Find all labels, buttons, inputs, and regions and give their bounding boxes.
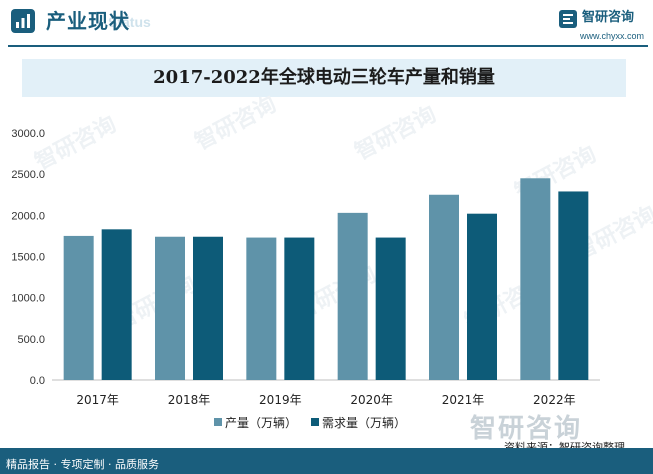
chart-title-band: 2017-2022年全球电动三轮车产量和销量 (22, 59, 626, 97)
y-tick-label: 1000.0 (11, 293, 45, 305)
chart-title: 2017-2022年全球电动三轮车产量和销量 (153, 67, 495, 88)
bar (284, 237, 315, 380)
section-title: 产业现状 (46, 9, 130, 33)
brand-block: 智研咨询 www.chyxx.com (558, 8, 648, 44)
x-tick-label: 2017年 (76, 393, 119, 407)
watermark-text: 智研咨询 (31, 111, 121, 175)
bar (155, 236, 185, 380)
watermark-text: 智研咨询 (351, 101, 441, 165)
y-tick-label: 0.0 (30, 375, 45, 387)
footer-bar: 精品报告 · 专项定制 · 品质服务 (0, 448, 653, 474)
brand-url[interactable]: www.chyxx.com (580, 31, 645, 41)
chart-board-icon (11, 9, 35, 33)
bar (429, 194, 459, 380)
x-tick-label: 2021年 (442, 393, 485, 407)
watermark-text: 智研咨询 (191, 91, 281, 155)
legend-swatch (311, 418, 319, 426)
bar (101, 229, 132, 380)
axis-layer: 0.0 500.0 1000.0 1500.0 2000.0 2500.0 3000.0 20… (11, 128, 600, 407)
x-tick-label: 2020年 (350, 393, 393, 407)
header-divider (8, 45, 648, 47)
bar (375, 237, 406, 380)
legend-swatch (214, 418, 222, 426)
bar (467, 213, 497, 380)
footer-slogan: 精品报告 · 专项定制 · 品质服务 (6, 458, 159, 471)
zhiyan-logo-icon (559, 10, 577, 28)
bar (337, 212, 368, 380)
bar-layer (63, 178, 589, 380)
legend-label: 需求量（万辆） (322, 416, 406, 430)
x-tick-label: 2022年 (533, 393, 576, 407)
legend-layer: 产量（万辆） 需求量（万辆） (214, 416, 406, 430)
bar (193, 236, 223, 380)
bar (246, 237, 277, 380)
bar (520, 178, 551, 380)
y-tick-label: 2500.0 (11, 169, 45, 181)
x-tick-label: 2019年 (259, 393, 302, 407)
y-tick-label: 500.0 (17, 334, 45, 346)
bar (63, 235, 94, 380)
y-tick-label: 2000.0 (11, 210, 45, 222)
header-watermark: Status (108, 14, 151, 30)
x-tick-label: 2018年 (168, 393, 211, 407)
brand-name: 智研咨询 (582, 10, 635, 25)
bar (558, 191, 589, 380)
y-tick-label: 3000.0 (11, 128, 45, 140)
y-tick-label: 1500.0 (11, 252, 45, 264)
watermark-logo-text: 智研咨询 (470, 414, 583, 444)
header-bar: Status 产业现状 智研咨询 www.chyxx.com (0, 0, 653, 47)
legend-label: 产量（万辆） (225, 416, 297, 430)
